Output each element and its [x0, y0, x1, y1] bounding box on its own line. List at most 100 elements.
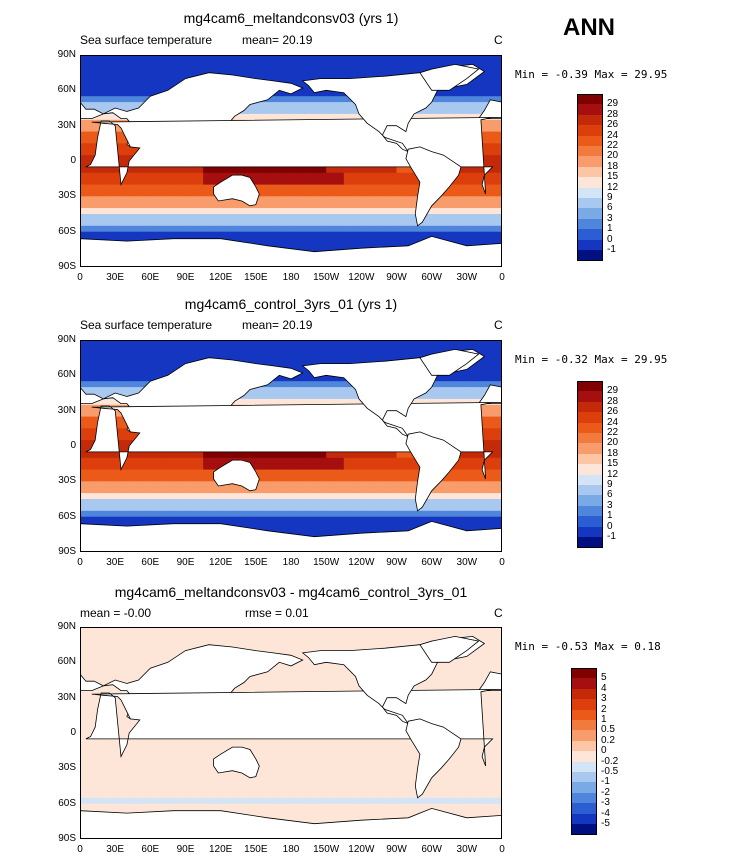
- colorbar-swatch: [577, 146, 603, 157]
- ocean-cell: [255, 750, 274, 758]
- ocean-cell: [132, 481, 151, 488]
- ocean-cell: [361, 522, 380, 530]
- land-outline: [477, 384, 502, 404]
- land-outline: [85, 117, 502, 195]
- colorbar-label: 0: [601, 745, 607, 757]
- colorbar-swatch: [577, 166, 603, 178]
- ocean-cell: [203, 475, 222, 482]
- ocean-cell: [115, 178, 134, 186]
- colorbar-label: 12: [607, 468, 619, 480]
- lat-tick-label: 90S: [58, 546, 76, 557]
- colorbar-label: 3: [607, 499, 613, 511]
- ocean-cell: [238, 632, 257, 640]
- ocean-cell: [361, 451, 380, 459]
- ocean-cell: [308, 499, 327, 506]
- ocean-cell: [396, 237, 415, 245]
- ocean-cell: [150, 803, 169, 811]
- min-max-stat: Min = -0.39 Max = 29.95: [515, 68, 668, 81]
- ocean-cell: [466, 113, 485, 121]
- ocean-cell: [291, 190, 310, 197]
- ocean-cell: [484, 208, 502, 215]
- ocean-cell: [343, 72, 362, 80]
- colorbar-label: -0.2: [601, 755, 619, 767]
- ocean-cell: [484, 422, 502, 429]
- ocean-cell: [273, 644, 292, 652]
- ocean-cell: [255, 475, 274, 482]
- ocean-cell: [343, 451, 362, 459]
- ocean-cell: [185, 768, 204, 775]
- ocean-cell: [326, 791, 345, 799]
- ocean-cell: [97, 351, 116, 359]
- ocean-cell: [326, 762, 345, 769]
- colorbar-swatch: [577, 537, 603, 548]
- ocean-cell: [80, 387, 99, 394]
- ocean-cell: [238, 66, 257, 74]
- colorbar-label: 1: [601, 714, 607, 725]
- ocean-cell: [343, 638, 362, 646]
- ocean-cell: [238, 113, 257, 121]
- ocean-cell: [238, 744, 257, 752]
- ocean-cell: [326, 345, 345, 353]
- ocean-cell: [220, 345, 239, 353]
- ocean-cell: [466, 632, 485, 640]
- ocean-cell: [185, 172, 204, 180]
- ocean-cell: [97, 214, 116, 221]
- ocean-cell: [449, 809, 468, 817]
- ocean-cell: [97, 674, 116, 681]
- ocean-cell: [115, 72, 134, 80]
- ocean-cell: [361, 516, 380, 524]
- ocean-cell: [97, 231, 116, 239]
- ocean-cell: [431, 786, 450, 793]
- ocean-cell: [431, 668, 450, 675]
- ocean-cell: [466, 345, 485, 353]
- ocean-cell: [273, 387, 292, 394]
- colorbar-label: 24: [607, 416, 619, 428]
- ocean-cell: [326, 393, 345, 400]
- ocean-cell: [326, 398, 345, 406]
- ocean-cell: [449, 780, 468, 787]
- ocean-cell: [466, 451, 485, 459]
- ocean-cell: [97, 60, 116, 68]
- ocean-cell: [361, 499, 380, 506]
- ocean-cell: [361, 172, 380, 180]
- ocean-cell: [220, 340, 239, 347]
- ocean-cell: [80, 733, 99, 740]
- ocean-cell: [185, 55, 204, 62]
- ocean-cell: [132, 662, 151, 669]
- ocean-cell: [484, 410, 502, 418]
- ocean-cell: [255, 357, 274, 365]
- map-frame: [80, 627, 502, 839]
- ocean-cell: [291, 632, 310, 640]
- ocean-cell: [132, 756, 151, 764]
- ocean-cell: [326, 638, 345, 646]
- ocean-cell: [115, 190, 134, 197]
- ocean-cell: [273, 738, 292, 746]
- ocean-cell: [150, 60, 169, 68]
- ocean-cell: [203, 780, 222, 787]
- ocean-cell: [115, 340, 134, 347]
- land-outline: [419, 63, 480, 91]
- ocean-cell: [414, 627, 433, 634]
- ocean-cell: [396, 738, 415, 746]
- ocean-cell: [343, 398, 362, 406]
- ocean-cell: [361, 638, 380, 646]
- ocean-cell: [326, 457, 345, 465]
- ocean-cell: [220, 627, 239, 634]
- ocean-cell: [308, 632, 327, 640]
- ocean-cell: [150, 351, 169, 359]
- ocean-cell: [449, 499, 468, 506]
- ocean-cell: [255, 522, 274, 530]
- ocean-cell: [449, 744, 468, 752]
- colorbar-label: -4: [601, 807, 610, 819]
- colorbar-label: 6: [607, 202, 613, 214]
- ocean-cell: [291, 113, 310, 121]
- lon-tick-label: 90E: [176, 557, 195, 568]
- lat-tick-label: 30N: [57, 119, 76, 131]
- ocean-cell: [466, 680, 485, 687]
- ocean-cell: [484, 632, 502, 640]
- ocean-cell: [378, 738, 398, 746]
- ocean-cell: [343, 750, 362, 758]
- ocean-cell: [396, 481, 415, 488]
- ocean-cell: [343, 522, 362, 530]
- ocean-cell: [343, 102, 362, 109]
